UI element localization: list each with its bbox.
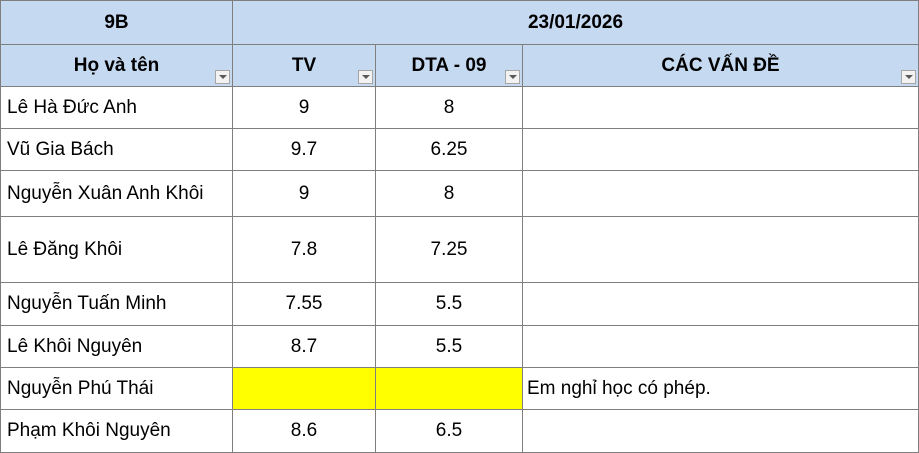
score-cell[interactable]: 9.7 (233, 129, 376, 171)
score-cell[interactable]: 7.55 (233, 283, 376, 326)
student-name[interactable]: Nguyễn Xuân Anh Khôi (1, 171, 233, 217)
filter-button[interactable] (215, 70, 230, 84)
score-cell[interactable]: 6.5 (376, 410, 523, 453)
student-name[interactable]: Vũ Gia Bách (1, 129, 233, 171)
student-name[interactable]: Lê Khôi Nguyên (1, 326, 233, 368)
score-cell[interactable] (233, 368, 376, 410)
filter-button[interactable] (358, 70, 373, 84)
score-cell[interactable]: 5.5 (376, 326, 523, 368)
issue-cell[interactable] (523, 326, 919, 368)
issue-cell[interactable] (523, 410, 919, 453)
student-name[interactable]: Lê Hà Đức Anh (1, 87, 233, 129)
issue-cell[interactable] (523, 87, 919, 129)
score-cell[interactable]: 8.6 (233, 410, 376, 453)
score-cell[interactable]: 7.25 (376, 217, 523, 283)
student-name[interactable]: Nguyễn Tuấn Minh (1, 283, 233, 326)
issue-cell[interactable] (523, 129, 919, 171)
score-cell[interactable]: 8 (376, 171, 523, 217)
column-header[interactable]: Họ và tên (1, 45, 233, 87)
issue-cell[interactable]: Em nghỉ học có phép. (523, 368, 919, 410)
issue-cell[interactable] (523, 171, 919, 217)
column-header[interactable]: TV (233, 45, 376, 87)
score-cell[interactable]: 5.5 (376, 283, 523, 326)
column-header[interactable]: CÁC VẤN ĐỀ (523, 45, 919, 87)
score-cell[interactable]: 6.25 (376, 129, 523, 171)
score-cell[interactable]: 8 (376, 87, 523, 129)
column-header[interactable]: DTA - 09 (376, 45, 523, 87)
score-cell[interactable]: 8.7 (233, 326, 376, 368)
student-name[interactable]: Lê Đăng Khôi (1, 217, 233, 283)
score-cell[interactable]: 9 (233, 87, 376, 129)
filter-button[interactable] (505, 70, 520, 84)
student-name[interactable]: Nguyễn Phú Thái (1, 368, 233, 410)
score-cell[interactable] (376, 368, 523, 410)
issue-cell[interactable] (523, 283, 919, 326)
filter-button[interactable] (901, 70, 916, 84)
group-header: 9B (1, 1, 233, 45)
score-cell[interactable]: 7.8 (233, 217, 376, 283)
score-cell[interactable]: 9 (233, 171, 376, 217)
date-header: 23/01/2026 (233, 1, 919, 45)
issue-cell[interactable] (523, 217, 919, 283)
student-name[interactable]: Phạm Khôi Nguyên (1, 410, 233, 453)
